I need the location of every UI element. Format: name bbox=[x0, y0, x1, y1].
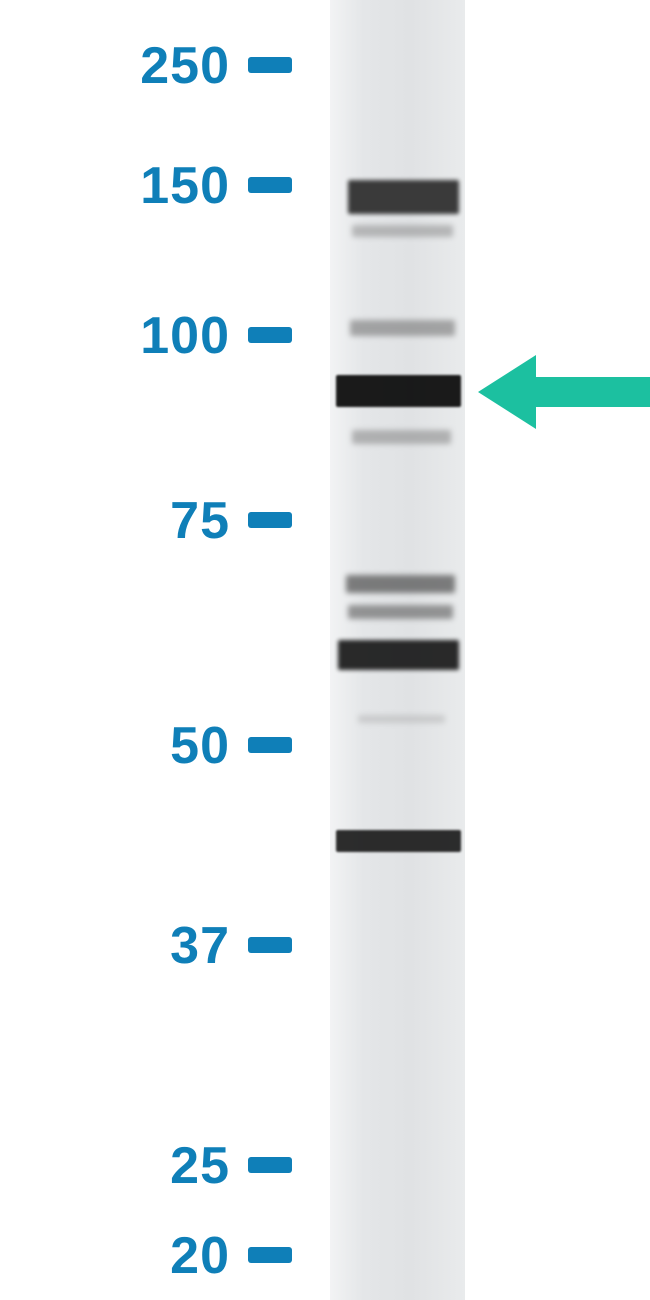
marker-label: 37 bbox=[170, 916, 230, 976]
marker-label: 150 bbox=[140, 156, 230, 216]
protein-band bbox=[352, 430, 451, 444]
marker-label: 100 bbox=[140, 306, 230, 366]
marker-tick bbox=[248, 327, 292, 343]
marker-label: 50 bbox=[170, 716, 230, 776]
marker-tick bbox=[248, 937, 292, 953]
protein-band bbox=[336, 375, 461, 407]
protein-band bbox=[358, 715, 445, 723]
marker-label: 250 bbox=[140, 36, 230, 96]
marker-label: 25 bbox=[170, 1136, 230, 1196]
marker-tick bbox=[248, 1247, 292, 1263]
marker-tick bbox=[248, 512, 292, 528]
marker-tick bbox=[248, 57, 292, 73]
arrow-icon bbox=[475, 352, 650, 432]
protein-band bbox=[350, 320, 455, 336]
protein-band bbox=[338, 640, 459, 670]
protein-band bbox=[336, 830, 461, 852]
protein-band bbox=[348, 180, 459, 214]
marker-label: 20 bbox=[170, 1226, 230, 1286]
protein-band bbox=[352, 225, 453, 237]
marker-tick bbox=[248, 177, 292, 193]
marker-tick bbox=[248, 737, 292, 753]
protein-band bbox=[346, 575, 455, 593]
marker-label: 75 bbox=[170, 491, 230, 551]
marker-tick bbox=[248, 1157, 292, 1173]
western-blot: 250 150 100 75 50 37 25 20 bbox=[0, 0, 650, 1300]
protein-band bbox=[348, 605, 453, 619]
